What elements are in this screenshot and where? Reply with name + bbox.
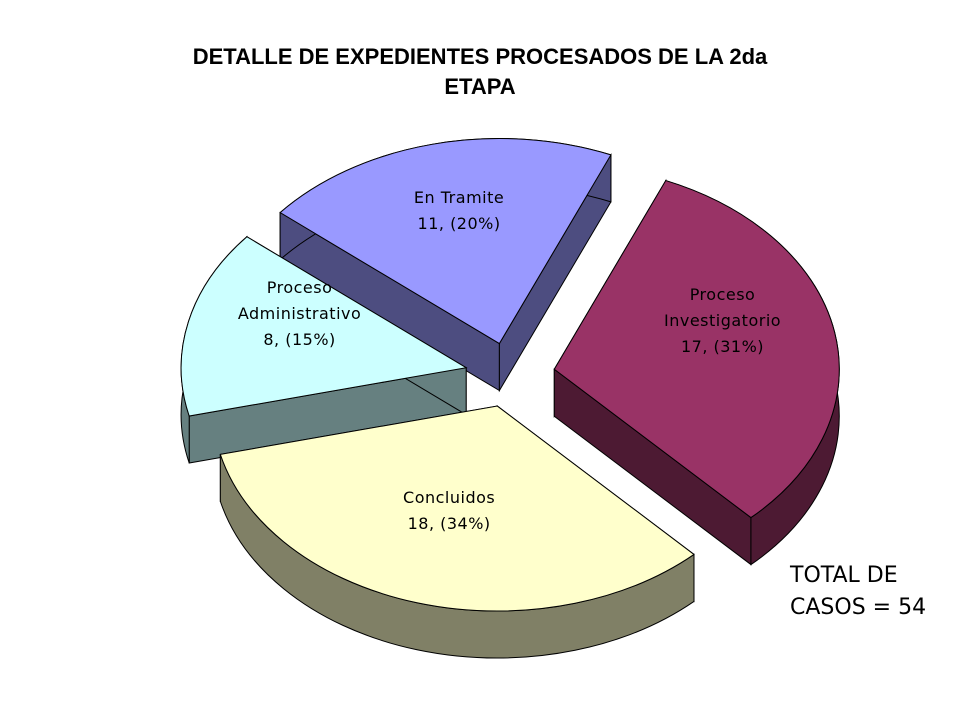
slice-value-label: 8, (15%): [263, 329, 336, 349]
slice-label: Proceso Administrativo: [237, 277, 362, 323]
slice-value-label: 17, (31%): [680, 337, 765, 357]
slice-value-label: 18, (34%): [407, 514, 491, 534]
slice: [553, 179, 840, 519]
slice-label: En Tramite: [413, 188, 505, 207]
annotation: TOTAL DE CASOS = 54: [790, 563, 927, 620]
slice: [219, 405, 695, 612]
slice-label: Concluidos: [403, 488, 496, 508]
slice-label: Proceso Investigatorio: [663, 285, 782, 331]
chart-title: DETALLE DE EXPEDIENTES PROCESADOS DE LA …: [192, 44, 768, 99]
slice-value-label: 11, (20%): [417, 214, 501, 233]
slice: [180, 236, 468, 417]
slice: [279, 138, 612, 345]
